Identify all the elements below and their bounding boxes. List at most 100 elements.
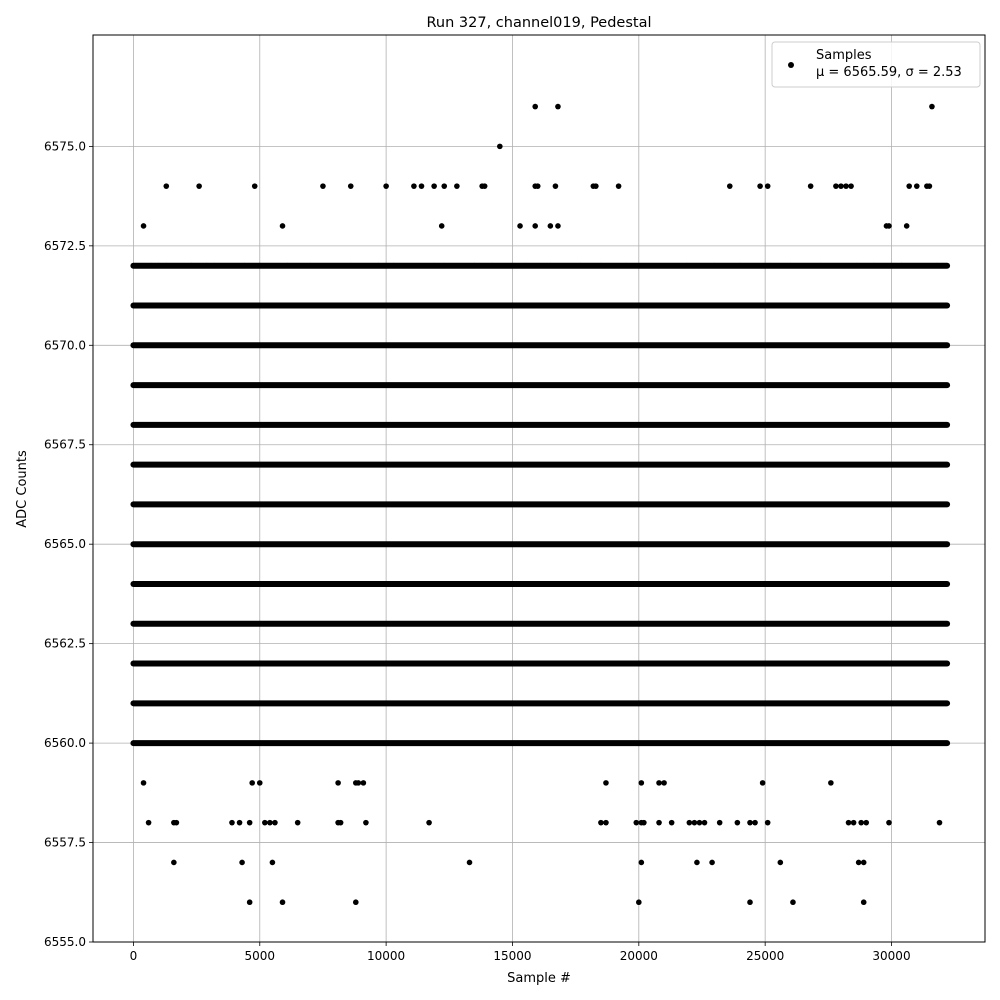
data-point bbox=[764, 183, 771, 189]
y-tick-label: 6557.5 bbox=[44, 836, 86, 850]
x-tick-label: 20000 bbox=[620, 949, 658, 963]
data-point bbox=[926, 183, 933, 189]
data-point bbox=[747, 899, 753, 906]
data-point bbox=[691, 819, 698, 826]
y-tick-label: 6572.5 bbox=[44, 239, 86, 253]
data-point bbox=[603, 819, 609, 826]
data-point bbox=[130, 262, 137, 269]
data-point bbox=[598, 819, 604, 826]
data-point bbox=[256, 262, 263, 269]
data-point bbox=[807, 183, 814, 189]
data-point bbox=[173, 819, 180, 826]
data-point bbox=[734, 819, 741, 826]
data-point bbox=[239, 859, 245, 866]
data-point bbox=[555, 223, 561, 229]
data-point bbox=[850, 819, 857, 826]
data-point bbox=[898, 262, 905, 269]
data-point bbox=[337, 819, 344, 826]
data-point bbox=[934, 262, 940, 269]
data-point bbox=[615, 183, 622, 189]
data-points bbox=[130, 103, 951, 906]
data-point bbox=[694, 859, 700, 866]
data-point bbox=[211, 262, 218, 269]
data-point bbox=[454, 183, 460, 189]
data-point bbox=[471, 262, 478, 269]
data-point bbox=[438, 223, 445, 229]
data-point bbox=[375, 262, 382, 269]
data-point bbox=[426, 819, 432, 826]
data-point bbox=[555, 103, 561, 110]
data-point bbox=[411, 183, 417, 189]
x-tick-label: 25000 bbox=[746, 949, 784, 963]
data-point bbox=[711, 262, 718, 269]
y-tick-label: 6560.0 bbox=[44, 736, 86, 750]
data-point bbox=[903, 223, 910, 229]
data-point bbox=[686, 819, 693, 826]
data-point bbox=[598, 262, 604, 269]
data-point bbox=[335, 780, 341, 786]
data-point bbox=[787, 262, 794, 269]
x-tick-label: 30000 bbox=[872, 949, 910, 963]
data-point bbox=[767, 262, 774, 269]
data-point bbox=[939, 262, 945, 269]
data-point bbox=[140, 780, 147, 786]
data-point bbox=[229, 819, 235, 826]
data-point bbox=[262, 819, 268, 826]
data-point bbox=[843, 183, 849, 189]
data-point bbox=[759, 780, 766, 786]
data-point bbox=[163, 183, 170, 189]
data-point bbox=[547, 223, 554, 229]
data-point bbox=[294, 819, 301, 826]
data-point bbox=[603, 780, 609, 786]
data-point bbox=[701, 819, 708, 826]
data-point bbox=[256, 780, 263, 786]
data-point bbox=[145, 819, 152, 826]
data-point bbox=[833, 183, 839, 189]
data-point bbox=[817, 262, 824, 269]
data-point bbox=[171, 859, 177, 866]
data-point bbox=[320, 183, 326, 189]
y-tick-label: 6562.5 bbox=[44, 637, 86, 651]
data-point bbox=[929, 103, 935, 110]
data-point bbox=[246, 819, 253, 826]
data-point bbox=[886, 223, 892, 229]
data-point bbox=[246, 899, 253, 906]
data-point bbox=[272, 819, 278, 826]
data-point bbox=[532, 103, 539, 110]
y-tick-label: 6565.0 bbox=[44, 537, 86, 551]
data-point bbox=[418, 183, 425, 189]
legend-marker bbox=[788, 62, 794, 68]
data-point bbox=[466, 859, 473, 866]
data-point bbox=[577, 262, 584, 269]
data-point bbox=[777, 859, 784, 866]
data-point bbox=[726, 183, 733, 189]
data-point bbox=[752, 819, 758, 826]
x-tick-label: 0 bbox=[130, 949, 138, 963]
data-point bbox=[845, 819, 852, 826]
data-point bbox=[241, 262, 248, 269]
data-point bbox=[764, 819, 771, 826]
x-tick-label: 5000 bbox=[245, 949, 276, 963]
data-point bbox=[860, 899, 867, 906]
data-point bbox=[360, 780, 367, 786]
data-point bbox=[696, 819, 703, 826]
data-point bbox=[656, 819, 662, 826]
data-point bbox=[906, 183, 912, 189]
data-point bbox=[267, 819, 273, 826]
legend-stats: μ = 6565.59, σ = 2.53 bbox=[816, 65, 962, 80]
data-point bbox=[638, 859, 645, 866]
data-point bbox=[656, 780, 662, 786]
data-point bbox=[196, 183, 202, 189]
x-tick-label: 10000 bbox=[367, 949, 405, 963]
data-point bbox=[279, 899, 286, 906]
data-point bbox=[886, 819, 892, 826]
data-point bbox=[355, 780, 362, 786]
data-point bbox=[848, 183, 854, 189]
data-point bbox=[532, 223, 539, 229]
data-point bbox=[249, 780, 255, 786]
y-tick-label: 6567.5 bbox=[44, 438, 86, 452]
data-point bbox=[623, 262, 629, 269]
data-point bbox=[871, 262, 877, 269]
